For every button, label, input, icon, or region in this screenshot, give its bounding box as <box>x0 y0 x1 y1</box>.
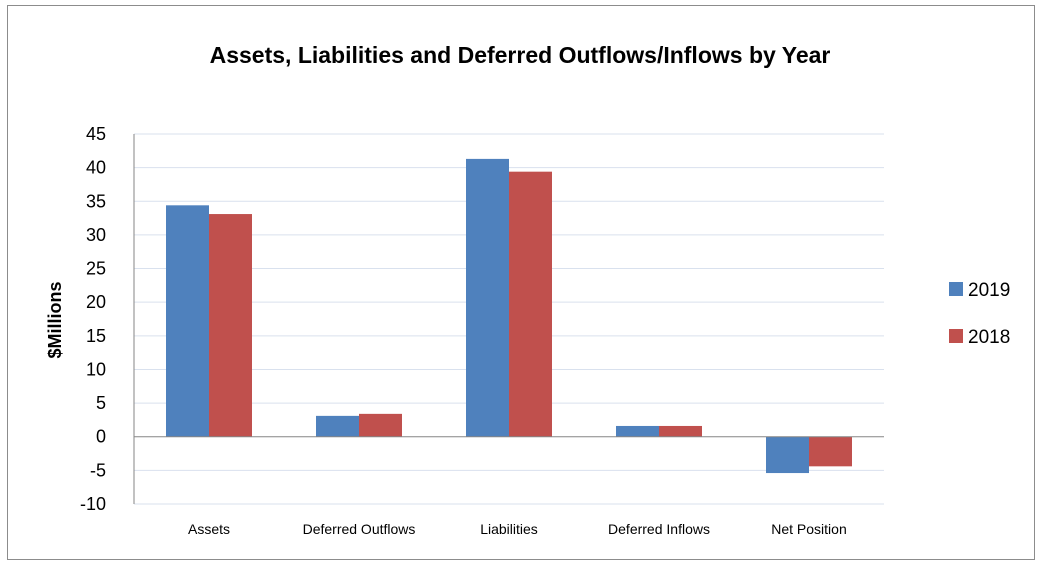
legend-swatch-2019 <box>949 282 963 296</box>
y-axis-ticks: 45 40 35 30 25 20 15 10 5 0 -5 -10 <box>80 124 106 514</box>
y-tick-label: 30 <box>86 225 106 245</box>
legend: 2019 2018 <box>949 280 1010 348</box>
legend-swatch-2018 <box>949 329 963 343</box>
legend-label: 2018 <box>968 327 1010 348</box>
y-axis-label: $Millions <box>45 281 65 358</box>
legend-label: 2019 <box>968 280 1010 301</box>
y-tick-label: 15 <box>86 326 106 346</box>
bar-2018-net-position <box>809 436 852 467</box>
chart-title: Assets, Liabilities and Deferred Outflow… <box>210 42 831 68</box>
x-axis-ticks: Assets Deferred Outflows Liabilities Deferr… <box>188 521 847 537</box>
y-tick-label: 40 <box>86 158 106 178</box>
x-tick-label: Assets <box>188 521 230 537</box>
y-tick-label: 45 <box>86 124 106 144</box>
bars <box>134 158 884 474</box>
y-tick-label: 20 <box>86 292 106 312</box>
y-tick-label: 35 <box>86 191 106 211</box>
bar-2018-liabilities <box>509 171 552 437</box>
y-tick-label: 10 <box>86 359 106 379</box>
y-tick-label: -10 <box>80 494 106 514</box>
bar-2019-net-position <box>766 436 809 474</box>
bar-2018-deferred-outflows <box>359 413 402 437</box>
x-tick-label: Deferred Inflows <box>608 521 710 537</box>
x-tick-label: Liabilities <box>480 521 538 537</box>
x-tick-label: Net Position <box>771 521 846 537</box>
bar-2019-liabilities <box>466 158 509 437</box>
bar-2019-assets <box>166 205 209 437</box>
bar-2019-deferred-inflows <box>616 425 659 437</box>
y-tick-label: 5 <box>96 393 106 413</box>
x-tick-label: Deferred Outflows <box>303 521 416 537</box>
bar-2019-deferred-outflows <box>316 415 359 437</box>
y-tick-label: -5 <box>90 460 106 480</box>
y-tick-label: 0 <box>96 427 106 447</box>
bar-2018-assets <box>209 214 252 437</box>
bar-2018-deferred-inflows <box>659 425 702 437</box>
y-tick-label: 25 <box>86 259 106 279</box>
